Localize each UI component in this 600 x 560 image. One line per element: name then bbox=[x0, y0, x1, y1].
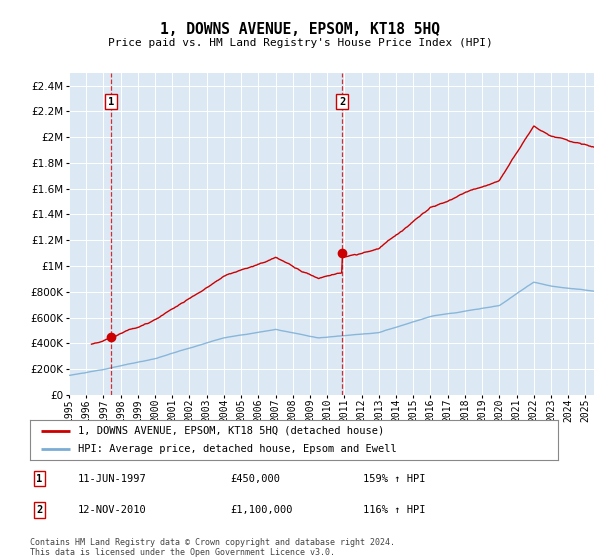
Text: £1,100,000: £1,100,000 bbox=[230, 505, 293, 515]
Text: 116% ↑ HPI: 116% ↑ HPI bbox=[362, 505, 425, 515]
Text: 2: 2 bbox=[37, 505, 43, 515]
Text: 1: 1 bbox=[108, 97, 114, 107]
Text: HPI: Average price, detached house, Epsom and Ewell: HPI: Average price, detached house, Epso… bbox=[77, 445, 396, 454]
Text: Price paid vs. HM Land Registry's House Price Index (HPI): Price paid vs. HM Land Registry's House … bbox=[107, 38, 493, 48]
Text: 159% ↑ HPI: 159% ↑ HPI bbox=[362, 474, 425, 484]
Text: £450,000: £450,000 bbox=[230, 474, 281, 484]
Text: 12-NOV-2010: 12-NOV-2010 bbox=[77, 505, 146, 515]
Text: 1: 1 bbox=[37, 474, 43, 484]
Text: 1, DOWNS AVENUE, EPSOM, KT18 5HQ: 1, DOWNS AVENUE, EPSOM, KT18 5HQ bbox=[160, 22, 440, 38]
Text: 11-JUN-1997: 11-JUN-1997 bbox=[77, 474, 146, 484]
Text: Contains HM Land Registry data © Crown copyright and database right 2024.
This d: Contains HM Land Registry data © Crown c… bbox=[30, 538, 395, 557]
Text: 2: 2 bbox=[339, 97, 345, 107]
Text: 1, DOWNS AVENUE, EPSOM, KT18 5HQ (detached house): 1, DOWNS AVENUE, EPSOM, KT18 5HQ (detach… bbox=[77, 426, 384, 436]
